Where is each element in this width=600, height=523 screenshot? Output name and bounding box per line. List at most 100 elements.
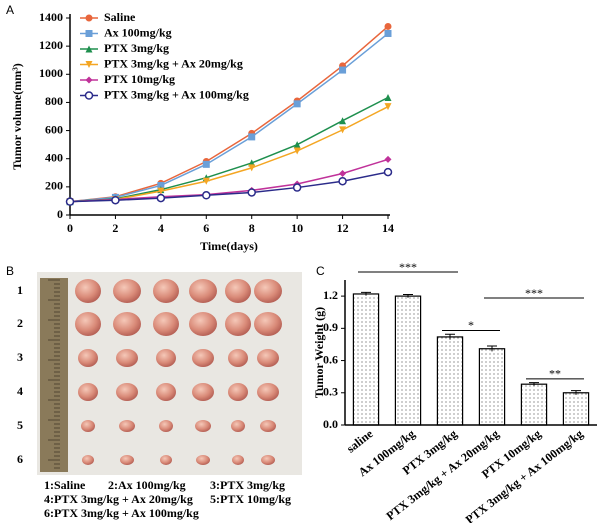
x-tick-label: 4 (158, 221, 164, 235)
error-bar (529, 382, 539, 386)
marker (293, 100, 301, 108)
tumor (160, 455, 172, 465)
x-tick-label: 0 (67, 221, 73, 235)
legend-marker (85, 45, 93, 53)
marker (384, 29, 392, 37)
bar (394, 295, 422, 426)
tumor (113, 279, 141, 303)
legend-label: PTX 3mg/kg + Ax 20mg/kg (104, 56, 243, 70)
legend-label: PTX 3mg/kg + Ax 100mg/kg (104, 87, 249, 101)
legend-marker (84, 91, 94, 100)
legend-marker (85, 14, 93, 22)
legend-marker (85, 30, 93, 37)
marker (339, 66, 347, 74)
tumor (228, 349, 248, 367)
y-tick-label: 200 (45, 179, 63, 193)
tumor (261, 455, 275, 465)
tumor (113, 312, 141, 336)
series-line (69, 158, 389, 203)
marker (383, 167, 393, 177)
marker (384, 22, 392, 30)
tumor (225, 279, 251, 303)
tumor (231, 420, 245, 432)
marker (157, 181, 165, 189)
row-label: 3 (17, 350, 23, 364)
x-tick-label: 10 (291, 221, 303, 235)
x-tick-label: 12 (337, 221, 349, 235)
series-line (69, 105, 389, 203)
marker (156, 193, 166, 203)
tumor (75, 312, 101, 336)
y-tick-label: 0 (57, 207, 63, 221)
x-tick-label: 8 (249, 221, 255, 235)
photo-legend: 3:PTX 3mg/kg (210, 478, 285, 492)
significance-label: *** (399, 260, 417, 274)
tumor (225, 312, 251, 336)
y-tick-label: 1400 (39, 10, 63, 24)
photo (37, 272, 302, 475)
significance-label: * (468, 318, 474, 332)
series-line (69, 96, 389, 203)
tumor (116, 349, 138, 367)
x-tick-label: saline (344, 426, 376, 456)
legend-label: PTX 10mg/kg (104, 72, 175, 86)
series-line (69, 171, 389, 203)
photo-legend: 1:Saline (44, 478, 86, 492)
tumor (254, 312, 282, 336)
tumor (260, 420, 276, 432)
marker (202, 177, 210, 185)
marker (292, 183, 302, 192)
tumor (75, 279, 101, 303)
marker (293, 141, 301, 149)
photo-legend: 4:PTX 3mg/kg + Ax 20mg/kg (44, 492, 193, 506)
y-tick-label: 1200 (39, 38, 63, 52)
legend-marker (85, 61, 93, 68)
panel-label: A (6, 3, 14, 17)
series-line (69, 25, 389, 203)
marker (339, 117, 347, 125)
tumor (120, 455, 134, 465)
row-label: 4 (17, 384, 23, 398)
tumor (119, 420, 135, 432)
bar (520, 383, 548, 426)
error-bar (445, 333, 455, 340)
y-axis-title: Tumor volume(mm³) (10, 63, 24, 170)
y-tick-label: 1000 (39, 66, 63, 80)
tumor (228, 383, 248, 401)
marker (247, 188, 256, 197)
tumor (196, 455, 210, 465)
marker (384, 94, 392, 102)
y-tick-label: 0.9 (323, 320, 338, 334)
marker (248, 133, 256, 141)
panel-label: C (316, 264, 325, 278)
bar (562, 392, 590, 426)
error-bar (487, 345, 497, 352)
row-label: 5 (17, 418, 23, 432)
marker (157, 187, 165, 195)
marker (293, 147, 301, 155)
error-bar (361, 291, 371, 296)
y-tick-label: 1.2 (323, 288, 338, 302)
tumor (254, 279, 282, 303)
marker (384, 103, 392, 111)
y-tick-label: 600 (45, 122, 63, 136)
error-bar (403, 294, 413, 298)
tumor (192, 349, 214, 367)
tumor (153, 312, 179, 336)
row-label: 2 (17, 316, 23, 330)
bar (478, 348, 506, 426)
y-tick-label: 0.3 (323, 385, 338, 399)
tumor (78, 383, 98, 401)
tumor (232, 455, 244, 465)
ruler (40, 278, 68, 472)
y-axis-title: Tumor Weight (g) (312, 307, 326, 398)
tumor (81, 420, 95, 432)
y-tick-label: 400 (45, 150, 63, 164)
x-tick-label: 6 (203, 221, 209, 235)
marker (339, 169, 347, 177)
legend-label: Saline (104, 10, 136, 24)
error-bar (571, 390, 581, 395)
legend-label: PTX 3mg/kg (104, 41, 169, 55)
tumor (257, 383, 279, 401)
